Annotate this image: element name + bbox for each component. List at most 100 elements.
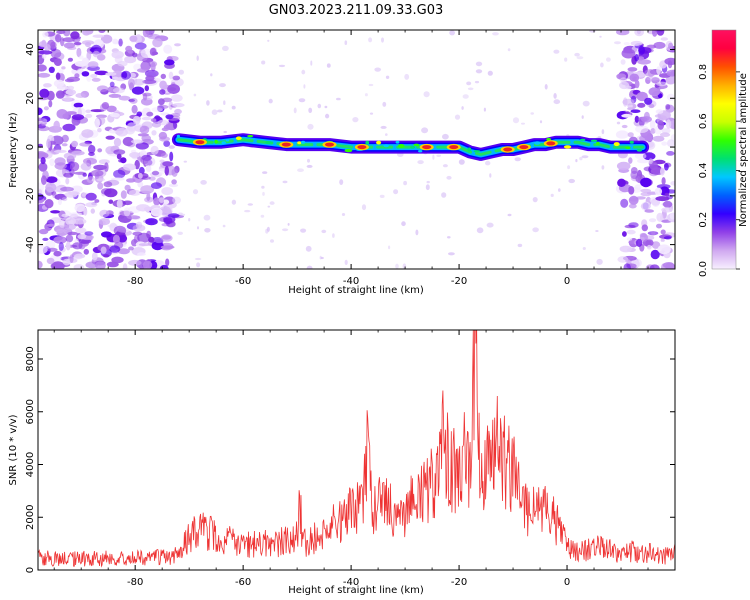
faint-noise-blob: [576, 56, 584, 60]
noise-blob: [627, 132, 634, 138]
faint-noise-blob: [326, 63, 331, 68]
noise-blob: [108, 93, 122, 98]
faint-noise-blob: [306, 164, 313, 168]
noise-blob: [629, 73, 640, 82]
noise-blob: [146, 192, 151, 202]
faint-noise-blob: [606, 57, 611, 62]
track-speckle: [613, 142, 620, 147]
snr-x-axis-label: Height of straight line (km): [288, 585, 424, 596]
noise-blob: [53, 79, 65, 88]
noise-blob: [70, 31, 80, 40]
noise-blob: [638, 45, 645, 55]
noise-blob: [103, 181, 113, 188]
faint-noise-blob: [404, 73, 410, 80]
faint-noise-blob: [231, 199, 237, 205]
faint-noise-blob: [436, 154, 442, 157]
track-peak: [195, 140, 205, 145]
noise-blob: [160, 245, 175, 249]
noise-blob: [628, 222, 639, 228]
noise-blob: [661, 177, 666, 186]
noise-blob: [73, 218, 87, 225]
noise-blob: [100, 246, 107, 254]
snr-axes: -80 -60 -40 -20 0 0 2000 4000 6000 8000: [25, 330, 675, 588]
spectrogram-y-tick-label: -20: [25, 188, 36, 204]
noise-blob: [640, 201, 651, 211]
noise-blob: [82, 173, 87, 177]
noise-blob: [644, 135, 653, 141]
faint-noise-blob: [188, 218, 191, 222]
track-speckle: [580, 138, 586, 141]
noise-blob: [171, 179, 177, 185]
noise-blob: [657, 244, 671, 255]
noise-blob: [163, 44, 173, 54]
faint-noise-blob: [544, 84, 548, 90]
faint-noise-blob: [382, 101, 387, 107]
noise-blob: [69, 254, 74, 263]
noise-blob: [655, 196, 670, 202]
noise-blob: [164, 165, 169, 176]
faint-noise-blob: [426, 180, 430, 184]
faint-noise-blob: [178, 69, 184, 75]
noise-blob: [135, 142, 149, 150]
noise-blob: [85, 113, 93, 118]
noise-blob: [656, 81, 668, 87]
noise-blob: [123, 163, 136, 171]
noise-blob: [655, 109, 664, 114]
snr-y-tick-label: 0: [25, 567, 36, 573]
noise-blob: [648, 158, 653, 165]
noise-blob: [66, 76, 80, 82]
track-peak: [325, 142, 334, 147]
faint-noise-blob: [507, 48, 511, 52]
noise-blob: [55, 72, 61, 81]
noise-blob: [136, 204, 150, 212]
track-peak: [519, 145, 529, 150]
noise-blob: [126, 122, 137, 132]
faint-noise-blob: [368, 37, 373, 43]
noise-blob: [108, 199, 114, 204]
faint-noise-blob: [197, 226, 199, 230]
faint-noise-blob: [262, 191, 265, 196]
noise-blob: [73, 102, 84, 108]
noise-blob: [62, 97, 73, 101]
track-speckle: [344, 148, 353, 153]
noise-blob: [101, 231, 112, 238]
faint-noise-blob: [368, 83, 374, 87]
noise-blob: [661, 128, 671, 134]
noise-blob: [124, 184, 131, 191]
noise-blob: [63, 172, 74, 178]
noise-blob: [165, 258, 170, 267]
noise-blob: [174, 108, 182, 115]
faint-noise-blob: [582, 247, 586, 250]
faint-noise-blob: [575, 159, 578, 163]
noise-blob: [660, 37, 668, 41]
colorbar-axis: 0.0 0.2 0.4 0.6 0.8: [698, 64, 740, 277]
noise-blob: [132, 52, 138, 58]
noise-blob: [120, 190, 127, 199]
faint-noise-blob: [553, 93, 557, 99]
spectrogram-content: [38, 30, 675, 269]
noise-blob: [39, 88, 50, 99]
noise-blob: [71, 185, 83, 193]
noise-blob: [151, 170, 160, 176]
noise-blob: [100, 188, 112, 195]
noise-blob: [667, 139, 675, 148]
noise-blob: [656, 66, 661, 75]
spectrogram-panel: -80 -60 -40 -20 0 40 20 0 -20 -40 Height of strai…: [8, 29, 676, 296]
faint-noise-blob: [211, 109, 218, 115]
faint-noise-blob: [267, 205, 271, 208]
noise-blob: [150, 207, 163, 217]
track-speckle: [395, 140, 400, 144]
faint-noise-blob: [432, 154, 435, 160]
faint-noise-blob: [517, 243, 523, 248]
noise-blob: [140, 185, 155, 194]
faint-noise-blob: [339, 179, 344, 186]
faint-noise-blob: [553, 49, 560, 54]
track-peak: [281, 142, 291, 147]
faint-noise-blob: [539, 120, 543, 124]
colorbar-tick-label: 0.8: [698, 64, 709, 80]
snr-y-tick-label: 2000: [25, 505, 36, 530]
noise-blob: [664, 192, 670, 197]
faint-noise-blob: [247, 203, 253, 206]
noise-blob: [79, 142, 92, 147]
track-speckle: [265, 141, 273, 144]
